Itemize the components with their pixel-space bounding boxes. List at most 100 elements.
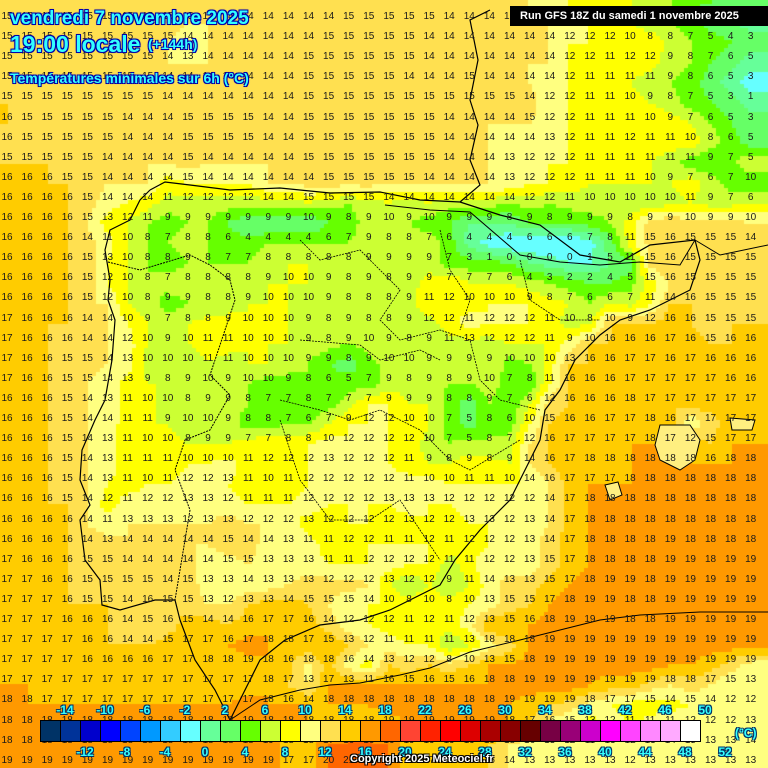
- grid-value: 14: [162, 171, 174, 183]
- grid-value: 10: [403, 352, 415, 364]
- grid-value: 9: [165, 292, 171, 304]
- grid-value: 18: [624, 533, 636, 545]
- grid-value: 15: [101, 111, 114, 123]
- grid-value: 12: [383, 614, 395, 625]
- grid-value: 15: [101, 11, 114, 22]
- forecast-lead-time: (+144h): [148, 36, 198, 52]
- grid-value: 8: [486, 433, 493, 445]
- grid-value: 18: [584, 533, 596, 545]
- grid-value: 15: [302, 91, 315, 103]
- grid-value: 12: [745, 694, 757, 706]
- grid-value: 7: [687, 171, 694, 183]
- legend-label-top: 46: [658, 703, 672, 717]
- grid-value: 15: [61, 453, 73, 465]
- grid-value: 14: [242, 51, 254, 63]
- grid-value: 8: [285, 252, 292, 264]
- grid-value: 15: [101, 573, 114, 585]
- grid-value: 17: [584, 433, 596, 445]
- grid-value: 15: [343, 51, 355, 63]
- grid-value: 15: [704, 312, 717, 324]
- grid-value: 11: [162, 453, 173, 465]
- grid-value: 12: [443, 513, 455, 525]
- grid-value: 15: [1, 11, 13, 22]
- grid-value: 11: [644, 71, 656, 83]
- grid-value: 19: [664, 533, 676, 545]
- grid-value: 16: [41, 513, 53, 525]
- grid-value: 11: [142, 453, 153, 465]
- grid-value: 14: [282, 131, 294, 143]
- grid-value: 17: [21, 654, 33, 666]
- grid-value: 14: [544, 71, 556, 83]
- grid-value: 18: [745, 513, 757, 525]
- grid-value: 13: [664, 754, 676, 766]
- grid-value: 14: [101, 352, 114, 364]
- grid-value: 15: [423, 111, 435, 123]
- grid-value: 11: [242, 473, 254, 485]
- grid-value: 10: [463, 292, 475, 304]
- grid-value: 14: [101, 171, 114, 183]
- grid-value: 8: [345, 292, 352, 304]
- grid-value: 14: [483, 171, 495, 183]
- grid-value: 17: [704, 674, 717, 686]
- grid-value: 16: [604, 392, 616, 404]
- grid-value: 15: [21, 151, 33, 163]
- grid-value: 15: [403, 674, 415, 686]
- grid-value: 14: [122, 151, 134, 163]
- grid-value: 16: [21, 212, 33, 223]
- grid-value: 16: [564, 372, 576, 384]
- grid-value: 17: [302, 754, 315, 766]
- grid-value: 16: [564, 392, 576, 404]
- grid-value: 9: [426, 372, 432, 384]
- grid-value: 15: [182, 131, 194, 143]
- grid-value: 7: [245, 433, 251, 445]
- grid-value: 16: [41, 292, 53, 304]
- grid-value: 12: [222, 593, 234, 605]
- grid-value: 14: [503, 131, 516, 143]
- grid-value: 7: [245, 252, 251, 264]
- grid-value: 12: [725, 694, 737, 706]
- grid-value: 17: [1, 654, 13, 666]
- grid-value: 15: [323, 91, 335, 103]
- grid-value: 14: [403, 191, 415, 203]
- grid-value: 12: [503, 513, 516, 525]
- grid-value: 8: [687, 51, 694, 63]
- grid-value: 16: [1, 433, 13, 445]
- grid-value: 9: [707, 212, 714, 223]
- grid-value: 9: [567, 212, 573, 223]
- legend-label-bottom: -12: [76, 745, 94, 759]
- grid-value: 16: [21, 171, 33, 183]
- grid-value: 14: [323, 11, 335, 22]
- grid-value: 14: [302, 171, 315, 183]
- grid-value: 17: [21, 674, 33, 686]
- grid-value: 10: [584, 332, 596, 344]
- grid-value: 16: [41, 493, 53, 505]
- grid-value: 17: [564, 493, 576, 505]
- grid-value: 10: [122, 252, 134, 264]
- grid-value: 13: [704, 754, 717, 766]
- grid-value: 12: [101, 272, 114, 284]
- grid-value: 19: [664, 654, 676, 666]
- grid-value: 10: [745, 171, 757, 183]
- grid-value: 8: [687, 71, 694, 83]
- grid-value: 16: [61, 573, 73, 585]
- grid-value: 7: [325, 413, 332, 424]
- grid-value: 12: [423, 614, 435, 625]
- grid-value: 11: [283, 493, 294, 505]
- grid-value: 12: [403, 553, 415, 565]
- grid-value: 10: [323, 433, 335, 445]
- grid-value: 9: [406, 252, 412, 264]
- grid-value: 9: [486, 352, 493, 364]
- grid-value: 10: [282, 292, 294, 304]
- grid-value: 9: [205, 212, 211, 223]
- grid-value: 8: [205, 252, 211, 264]
- grid-value: 1: [486, 252, 493, 264]
- grid-value: 8: [446, 654, 452, 666]
- grid-value: 13: [122, 372, 134, 384]
- grid-value: 16: [403, 754, 415, 766]
- grid-value: 16: [664, 312, 676, 324]
- grid-value: 10: [202, 372, 214, 384]
- grid-value: 18: [483, 634, 495, 646]
- grid-value: 13: [483, 654, 495, 666]
- grid-value: 9: [526, 212, 533, 223]
- grid-value: 15: [1, 91, 13, 103]
